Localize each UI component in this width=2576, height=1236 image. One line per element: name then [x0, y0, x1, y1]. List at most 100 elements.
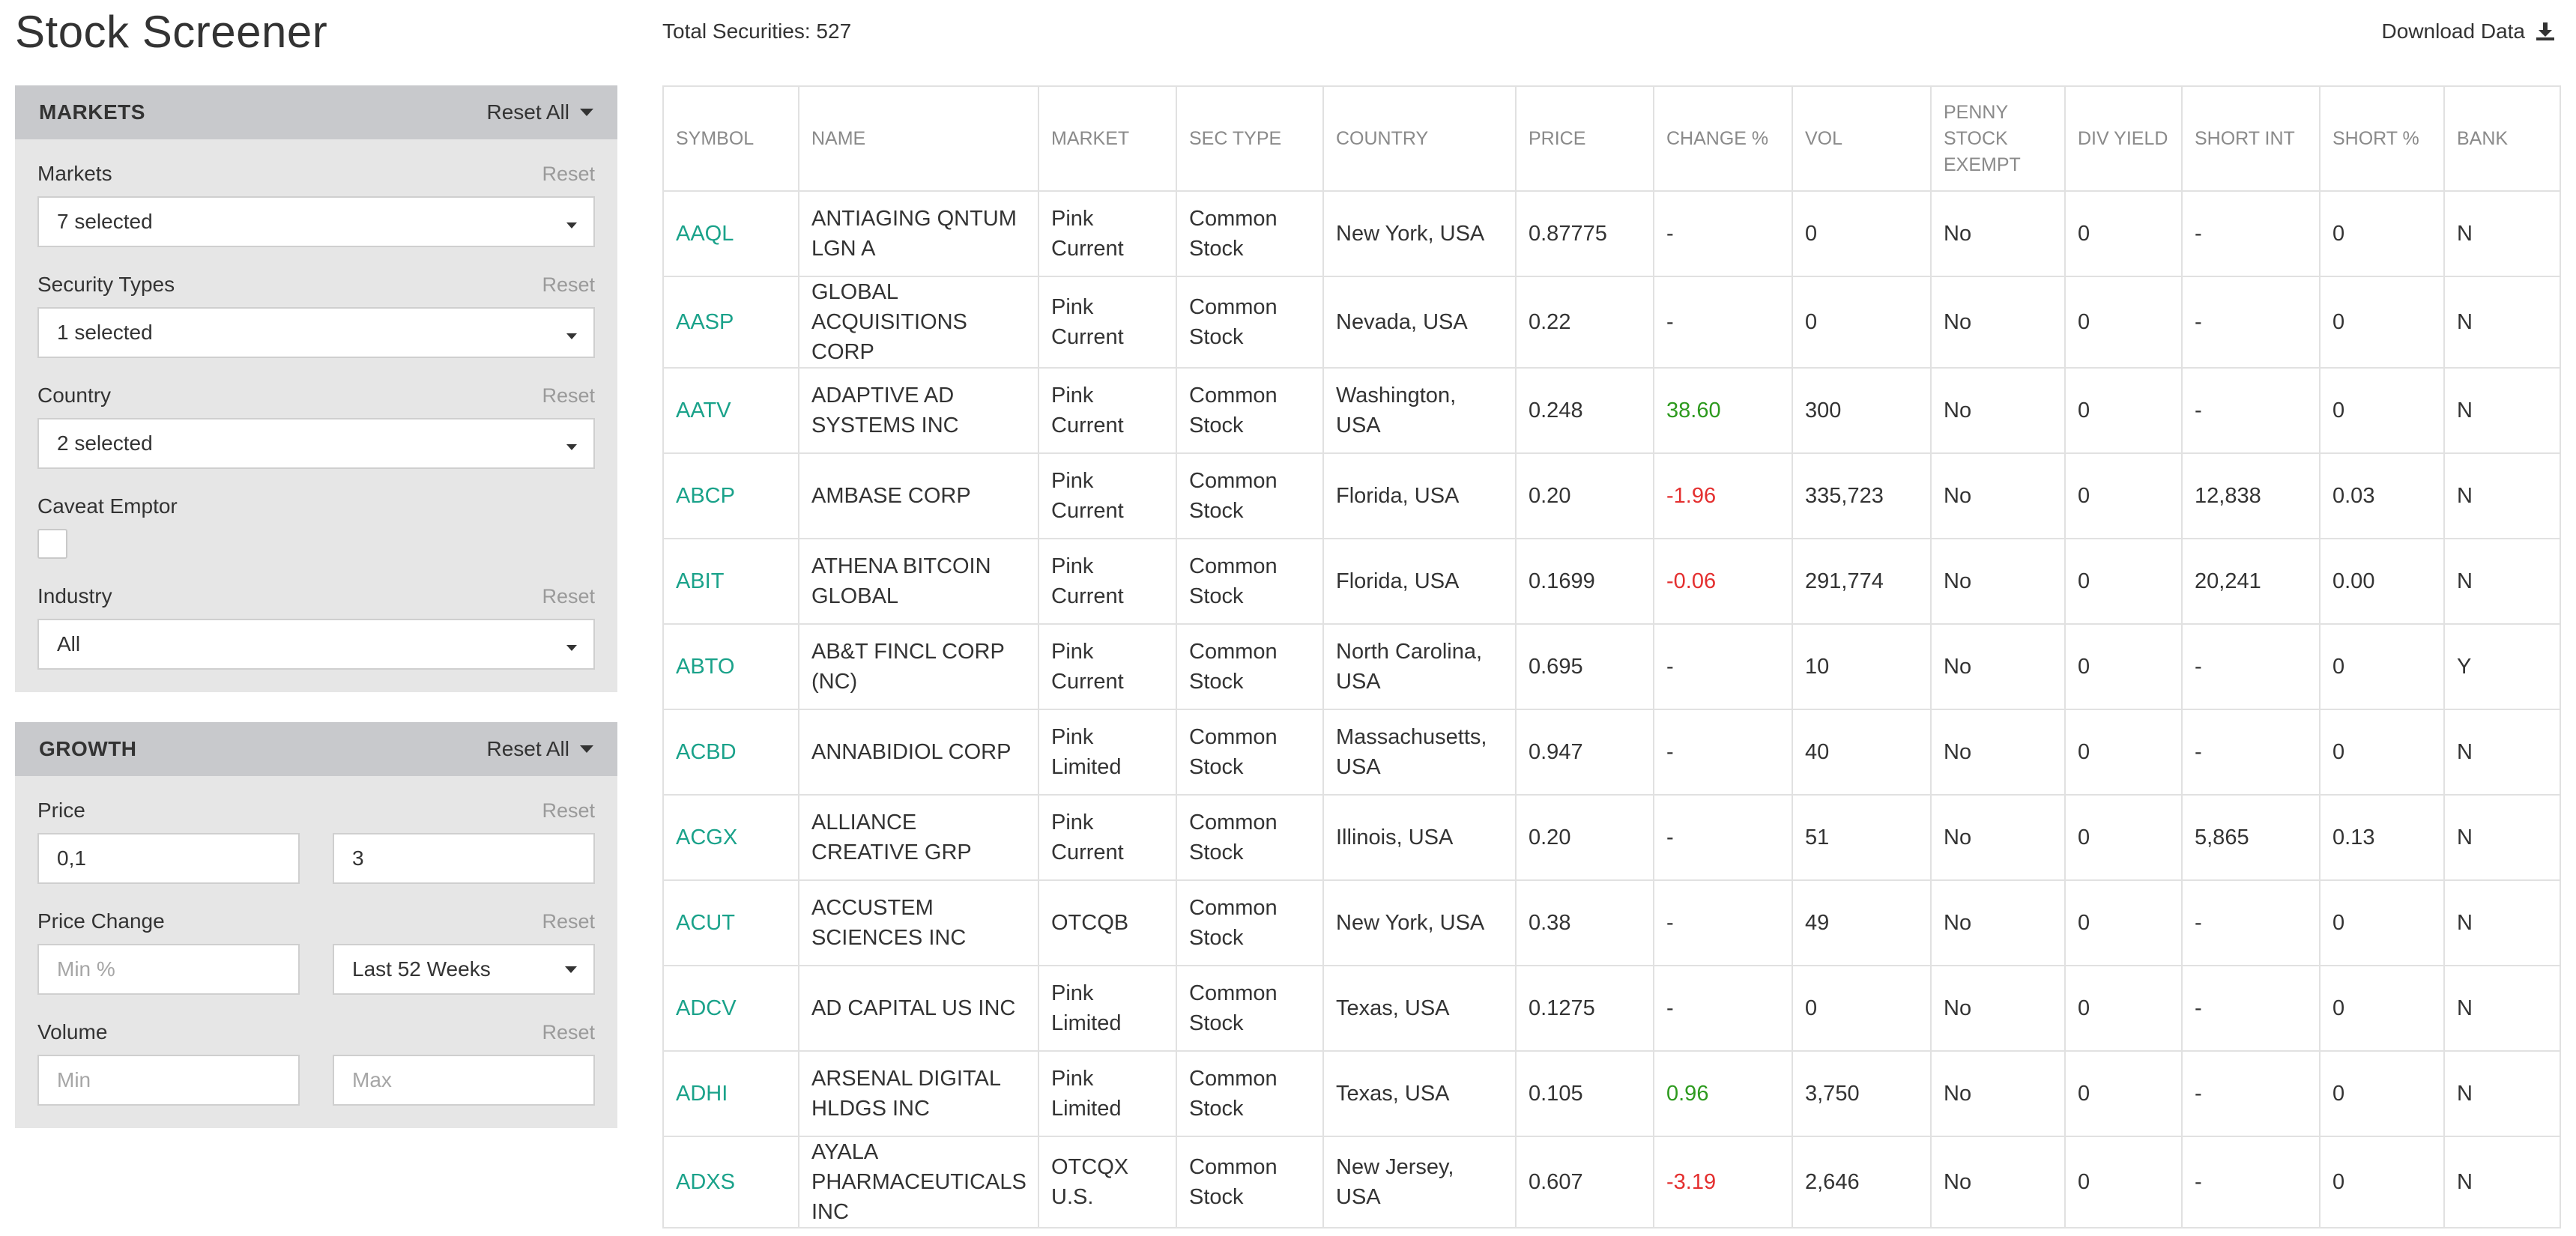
table-row[interactable]: ADXS AYALA PHARMACEUTICALS INC OTCQX U.S. C…	[662, 1136, 2561, 1229]
cell-short-pct: 0	[2319, 965, 2445, 1052]
chevron-down-icon	[566, 222, 577, 228]
cell-symbol[interactable]: ACBD	[662, 709, 799, 796]
chevron-down-icon	[566, 444, 577, 450]
table-row[interactable]: ABTO AB&T FINCL CORP (NC) Pink Current Comm…	[662, 623, 2561, 710]
table-row[interactable]: ACBD ANNABIDIOL CORP Pink Limited Common St…	[662, 709, 2561, 796]
cell-penny-stock-exempt: No	[1930, 538, 2066, 625]
cell-symbol[interactable]: ACGX	[662, 794, 799, 881]
industry-filter: Industry Reset All	[37, 581, 595, 670]
chevron-down-icon	[566, 333, 577, 339]
cell-market: Pink Current	[1038, 538, 1177, 625]
volume-max-input[interactable]: Max	[333, 1055, 595, 1106]
table-row[interactable]: AATV ADAPTIVE AD SYSTEMS INC Pink Current C…	[662, 367, 2561, 454]
country-reset-link[interactable]: Reset	[542, 384, 595, 407]
cell-short-int: -	[2181, 276, 2320, 369]
price-max-input[interactable]: 3	[333, 833, 595, 884]
cell-symbol[interactable]: ACUT	[662, 879, 799, 966]
price-min-input[interactable]: 0,1	[37, 833, 300, 884]
cell-market: Pink Limited	[1038, 965, 1177, 1052]
cell-penny-stock-exempt: No	[1930, 965, 2066, 1052]
table-row[interactable]: ABIT ATHENA BITCOIN GLOBAL Pink Current Com…	[662, 538, 2561, 625]
column-header-price[interactable]: PRICE	[1515, 85, 1654, 192]
volume-reset-link[interactable]: Reset	[542, 1020, 595, 1043]
cell-name: ARSENAL DIGITAL HLDGS INC	[798, 1050, 1039, 1137]
cell-symbol[interactable]: AAQL	[662, 190, 799, 277]
column-header-bank[interactable]: BANK	[2443, 85, 2561, 192]
cell-div-yield: 0	[2064, 1050, 2183, 1137]
security-types-select[interactable]: 1 selected	[37, 307, 595, 358]
column-header-div-yield[interactable]: DIV YIELD	[2064, 85, 2183, 192]
industry-reset-link[interactable]: Reset	[542, 584, 595, 608]
price-change-period-select[interactable]: Last 52 Weeks	[333, 944, 595, 995]
cell-penny-stock-exempt: No	[1930, 367, 2066, 454]
markets-reset-link[interactable]: Reset	[542, 162, 595, 185]
cell-name: AMBASE CORP	[798, 452, 1039, 539]
column-header-sec-type[interactable]: SEC TYPE	[1176, 85, 1324, 192]
cell-symbol[interactable]: ADHI	[662, 1050, 799, 1137]
cell-change-pct: -	[1653, 794, 1793, 881]
cell-name: ACCUSTEM SCIENCES INC	[798, 879, 1039, 966]
security-types-label: Security Types	[37, 273, 175, 296]
table-row[interactable]: ACUT ACCUSTEM SCIENCES INC OTCQB Common Sto…	[662, 879, 2561, 966]
table-row[interactable]: ACGX ALLIANCE CREATIVE GRP Pink Current Com…	[662, 794, 2561, 881]
security-types-reset-link[interactable]: Reset	[542, 273, 595, 296]
price-reset-link[interactable]: Reset	[542, 799, 595, 822]
download-data-button[interactable]: Download Data	[2382, 19, 2555, 43]
price-change-reset-link[interactable]: Reset	[542, 909, 595, 933]
cell-symbol[interactable]: AATV	[662, 367, 799, 454]
country-select[interactable]: 2 selected	[37, 418, 595, 469]
cell-name: AB&T FINCL CORP (NC)	[798, 623, 1039, 710]
price-change-period-value: Last 52 Weeks	[352, 957, 491, 981]
cell-change-pct: -	[1653, 623, 1793, 710]
cell-market: Pink Current	[1038, 452, 1177, 539]
cell-div-yield: 0	[2064, 623, 2183, 710]
column-header-vol[interactable]: VOL	[1792, 85, 1932, 192]
cell-short-pct: 0.03	[2319, 452, 2445, 539]
growth-reset-all-button[interactable]: Reset All	[487, 737, 593, 761]
cell-sec-type: Common Stock	[1176, 794, 1324, 881]
cell-symbol[interactable]: ADCV	[662, 965, 799, 1052]
cell-change-pct: -1.96	[1653, 452, 1793, 539]
cell-change-pct: -0.06	[1653, 538, 1793, 625]
caveat-emptor-checkbox[interactable]	[37, 529, 67, 559]
cell-price: 0.248	[1515, 367, 1654, 454]
column-header-short-int[interactable]: SHORT INT	[2181, 85, 2320, 192]
price-change-label: Price Change	[37, 909, 165, 933]
markets-select[interactable]: 7 selected	[37, 196, 595, 247]
cell-short-pct: 0.13	[2319, 794, 2445, 881]
cell-symbol[interactable]: ABTO	[662, 623, 799, 710]
cell-sec-type: Common Stock	[1176, 879, 1324, 966]
table-row[interactable]: AAQL ANTIAGING QNTUM LGN A Pink Current Com…	[662, 190, 2561, 277]
cell-symbol[interactable]: ADXS	[662, 1136, 799, 1229]
column-header-penny-stock-exempt[interactable]: PENNY STOCK EXEMPT	[1930, 85, 2066, 192]
cell-price: 0.1699	[1515, 538, 1654, 625]
table-row[interactable]: ADCV AD CAPITAL US INC Pink Limited Common …	[662, 965, 2561, 1052]
cell-change-pct: 38.60	[1653, 367, 1793, 454]
cell-market: Pink Current	[1038, 276, 1177, 369]
cell-vol: 300	[1792, 367, 1932, 454]
cell-vol: 3,750	[1792, 1050, 1932, 1137]
column-header-symbol[interactable]: SYMBOL	[662, 85, 799, 192]
column-header-short-pct[interactable]: SHORT %	[2319, 85, 2445, 192]
column-header-name[interactable]: NAME	[798, 85, 1039, 192]
column-header-market[interactable]: MARKET	[1038, 85, 1177, 192]
cell-price: 0.38	[1515, 879, 1654, 966]
cell-symbol[interactable]: ABCP	[662, 452, 799, 539]
cell-div-yield: 0	[2064, 1136, 2183, 1229]
cell-bank: N	[2443, 367, 2561, 454]
cell-sec-type: Common Stock	[1176, 1136, 1324, 1229]
cell-short-pct: 0	[2319, 623, 2445, 710]
table-row[interactable]: ADHI ARSENAL DIGITAL HLDGS INC Pink Limite…	[662, 1050, 2561, 1137]
volume-min-input[interactable]: Min	[37, 1055, 300, 1106]
price-change-min-input[interactable]: Min %	[37, 944, 300, 995]
column-header-change-pct[interactable]: CHANGE %	[1653, 85, 1793, 192]
table-row[interactable]: ABCP AMBASE CORP Pink Current Common Stock F…	[662, 452, 2561, 539]
cell-bank: N	[2443, 276, 2561, 369]
column-header-country[interactable]: COUNTRY	[1322, 85, 1517, 192]
cell-symbol[interactable]: AASP	[662, 276, 799, 369]
industry-select[interactable]: All	[37, 619, 595, 670]
cell-symbol[interactable]: ABIT	[662, 538, 799, 625]
table-row[interactable]: AASP GLOBAL ACQUISITIONS CORP Pink Current…	[662, 276, 2561, 369]
cell-vol: 291,774	[1792, 538, 1932, 625]
markets-reset-all-button[interactable]: Reset All	[487, 100, 593, 124]
